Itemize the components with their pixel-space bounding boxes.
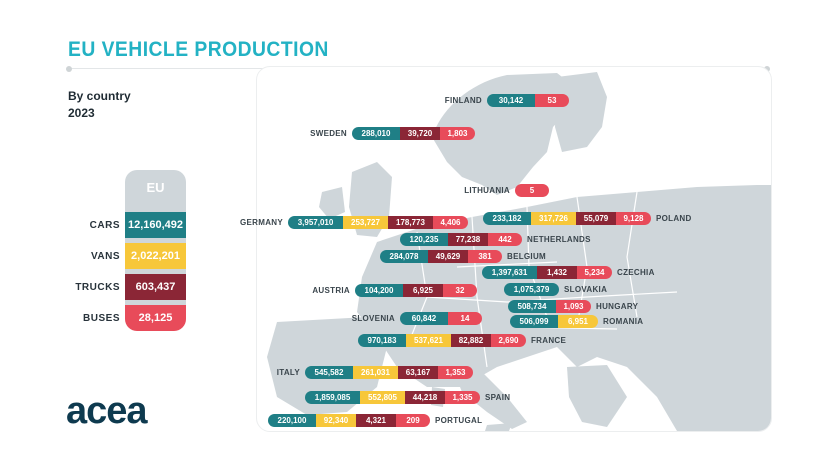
country-hungary-cars-value: 508,734	[508, 300, 556, 313]
eu-trucks-label: TRUCKS	[75, 282, 120, 293]
country-austria-trucks-value: 6,925	[403, 284, 443, 297]
country-italy-buses-value: 1,353	[438, 366, 473, 379]
country-portugal-label: PORTUGAL	[435, 416, 483, 425]
country-germany-vans-value: 253,727	[343, 216, 388, 229]
country-czechia-label: CZECHIA	[617, 268, 655, 277]
eu-vans-value: 2,022,201	[125, 243, 186, 269]
country-romania-label: ROMANIA	[603, 317, 644, 326]
country-sweden-cars-value: 288,010	[352, 127, 400, 140]
country-france-label: FRANCE	[531, 336, 567, 345]
country-belgium-buses-value: 381	[468, 250, 502, 263]
country-france-trucks-value: 82,882	[451, 334, 491, 347]
country-poland-label: POLAND	[656, 214, 692, 223]
country-slovenia-cars-value: 60,842	[400, 312, 448, 325]
subtitle-by-country: By country	[68, 89, 131, 103]
country-hungary-label: HUNGARY	[596, 302, 639, 311]
country-italy-cars-value: 545,582	[305, 366, 353, 379]
country-romania-cars-value: 506,099	[510, 315, 558, 328]
country-spain-trucks-value: 44,218	[405, 391, 445, 404]
country-france-buses-value: 2,690	[491, 334, 526, 347]
country-austria-buses-value: 32	[443, 284, 477, 297]
country-czechia-trucks-value: 1,432	[537, 266, 577, 279]
italy-shape	[452, 367, 527, 429]
sicily-shape	[485, 423, 512, 431]
eu-cars-label: CARS	[89, 220, 120, 231]
country-netherlands-cars-value: 120,235	[400, 233, 448, 246]
country-poland-cars-value: 233,182	[483, 212, 531, 225]
country-slovakia-cars-value: 1,075,379	[504, 283, 559, 296]
country-hungary-buses-value: 1,093	[556, 300, 591, 313]
country-finland-label: FINLAND	[444, 96, 482, 105]
country-germany-label: GERMANY	[240, 218, 283, 227]
eu-buses-value: 28,125	[125, 305, 186, 331]
country-lithuania-buses-value: 5	[515, 184, 549, 197]
country-poland-vans-value: 317,726	[531, 212, 576, 225]
country-finland-buses-value: 53	[535, 94, 569, 107]
country-netherlands-label: NETHERLANDS	[527, 235, 591, 244]
country-germany-buses-value: 4,406	[433, 216, 468, 229]
eu-vans-label: VANS	[90, 251, 120, 262]
country-portugal-vans-value: 92,340	[316, 414, 356, 427]
country-italy-trucks-value: 63,167	[398, 366, 438, 379]
country-slovenia-buses-value: 14	[448, 312, 482, 325]
country-netherlands-buses-value: 442	[488, 233, 522, 246]
country-spain-vans-value: 552,805	[360, 391, 405, 404]
country-austria-label: AUSTRIA	[312, 286, 350, 295]
country-portugal-cars-value: 220,100	[268, 414, 316, 427]
finland-shape	[555, 72, 607, 152]
country-romania-vans-value: 6,951	[558, 315, 598, 328]
country-poland-trucks-value: 55,079	[576, 212, 616, 225]
country-germany-trucks-value: 178,773	[388, 216, 433, 229]
country-sweden-label: SWEDEN	[310, 129, 347, 138]
country-portugal-trucks-value: 4,321	[356, 414, 396, 427]
eu-cars-value: 12,160,492	[125, 212, 186, 238]
country-spain-cars-value: 1,859,085	[305, 391, 360, 404]
ireland-shape	[319, 187, 345, 219]
country-belgium-cars-value: 284,078	[380, 250, 428, 263]
country-poland-buses-value: 9,128	[616, 212, 651, 225]
country-netherlands-trucks-value: 77,238	[448, 233, 488, 246]
country-sweden-buses-value: 1,803	[440, 127, 475, 140]
eu-totals-heading: EU	[146, 180, 165, 195]
country-austria-cars-value: 104,200	[355, 284, 403, 297]
country-czechia-cars-value: 1,397,631	[482, 266, 537, 279]
subtitle-year: 2023	[68, 106, 95, 120]
page-title: EU VEHICLE PRODUCTION	[68, 38, 329, 61]
country-slovenia-label: SLOVENIA	[351, 314, 395, 323]
subtitle: By country 2023	[68, 88, 131, 122]
country-spain-label: SPAIN	[485, 393, 511, 402]
country-italy-vans-value: 261,031	[353, 366, 398, 379]
balkans-shape	[567, 365, 627, 427]
country-germany-cars-value: 3,957,010	[288, 216, 343, 229]
country-finland-cars-value: 30,142	[487, 94, 535, 107]
country-portugal-buses-value: 209	[396, 414, 430, 427]
country-belgium-label: BELGIUM	[507, 252, 546, 261]
eu-trucks-value: 603,437	[125, 274, 186, 300]
country-france-cars-value: 970,183	[358, 334, 406, 347]
country-belgium-trucks-value: 49,629	[428, 250, 468, 263]
country-spain-buses-value: 1,335	[445, 391, 480, 404]
country-italy-label: ITALY	[276, 368, 300, 377]
country-lithuania-label: LITHUANIA	[464, 186, 510, 195]
eu-buses-label: BUSES	[83, 313, 120, 324]
country-sweden-trucks-value: 39,720	[400, 127, 440, 140]
country-czechia-buses-value: 5,234	[577, 266, 612, 279]
country-france-vans-value: 537,621	[406, 334, 451, 347]
country-slovakia-label: SLOVAKIA	[564, 285, 608, 294]
divider-dot-left	[66, 66, 72, 72]
acea-logo: acea	[66, 390, 148, 432]
